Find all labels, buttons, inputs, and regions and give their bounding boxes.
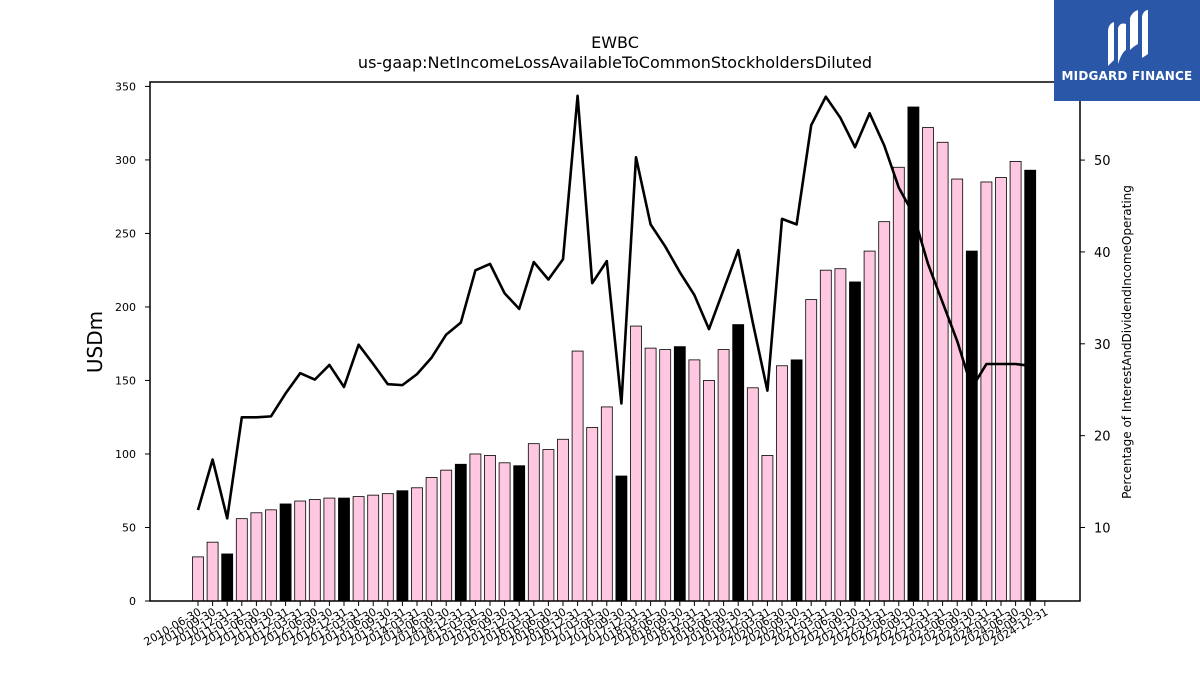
y-tick-label: 0 [129,595,136,608]
bar [849,281,861,602]
bar [630,325,642,602]
y-tick-label: 50 [122,521,136,534]
series-line [196,94,1031,520]
bars-layer [192,106,1037,602]
bar [1009,160,1022,602]
bar [746,387,759,602]
bar [936,141,949,602]
y2-tick-label: 20 [1094,430,1111,445]
bar [250,512,263,602]
bar [513,465,526,602]
y-axis: 0 50 100 150 200 250 300 350 [115,80,150,608]
bar [776,365,788,602]
bar [600,406,613,602]
bar [498,462,511,602]
bar [381,493,394,602]
bar [673,346,686,602]
bar [323,497,336,602]
bar [907,106,920,602]
y2-tick-label: 40 [1094,246,1111,261]
bar [878,221,891,602]
bar [308,499,321,602]
bar [411,487,423,602]
bar [965,250,978,602]
bar [294,500,307,602]
plot-frame [149,81,1081,602]
bar [265,509,277,602]
chart-title: EWBC [591,33,639,52]
logo-mark-icon [1108,10,1148,66]
bar [396,490,409,602]
bar [863,250,876,602]
bar [454,463,467,602]
bar [834,268,847,602]
y-tick-label: 350 [115,80,136,93]
bar [469,453,482,602]
bar [761,455,774,602]
bar [571,350,584,602]
bar [995,177,1007,602]
bar [688,359,701,602]
y2-tick-label: 50 [1094,154,1111,169]
bar [206,541,219,602]
bar [790,359,803,602]
bar [425,477,438,602]
bar [352,496,365,602]
y-tick-label: 250 [115,227,136,240]
bar [542,449,555,602]
chart-subtitle: us-gaap:NetIncomeLossAvailableToCommonSt… [358,53,872,72]
bar [1024,169,1037,602]
bar [367,494,380,602]
y-tick-label: 100 [115,448,136,461]
bar [484,455,496,602]
bar [279,503,292,602]
bar [819,269,832,602]
bar [892,166,905,602]
bar [221,553,234,602]
y2-tick-label: 10 [1094,522,1111,537]
bar [644,347,657,602]
bar [703,380,715,602]
line-layer [196,94,1031,520]
bar [951,178,964,602]
bar [717,349,730,602]
bar [440,469,453,602]
bar [235,518,248,602]
y2-tick-label: 30 [1094,338,1111,353]
y-tick-label: 300 [115,154,136,167]
bar [659,349,672,602]
logo-text: MIDGARD FINANCE [1061,69,1193,83]
bar [557,438,569,602]
bar [615,475,628,602]
x-axis: 2010-06-302010-09-302010-12-312011-03-31… [142,601,1050,649]
bar [338,497,350,602]
y-tick-label: 200 [115,301,136,314]
bar [732,324,745,602]
bar [922,127,934,602]
y-tick-label: 150 [115,374,136,387]
midgard-finance-logo: MIDGARD FINANCE [1054,0,1200,101]
y2-axis: 10 20 30 40 50 [1080,154,1111,537]
bar [980,181,993,602]
y-axis-label: USDm [83,311,107,373]
bar [192,556,204,602]
y2-axis-label: Percentage of InterestAndDividendIncomeO… [1120,185,1134,499]
bar [805,299,818,602]
bar [586,427,599,602]
bar [527,443,540,602]
